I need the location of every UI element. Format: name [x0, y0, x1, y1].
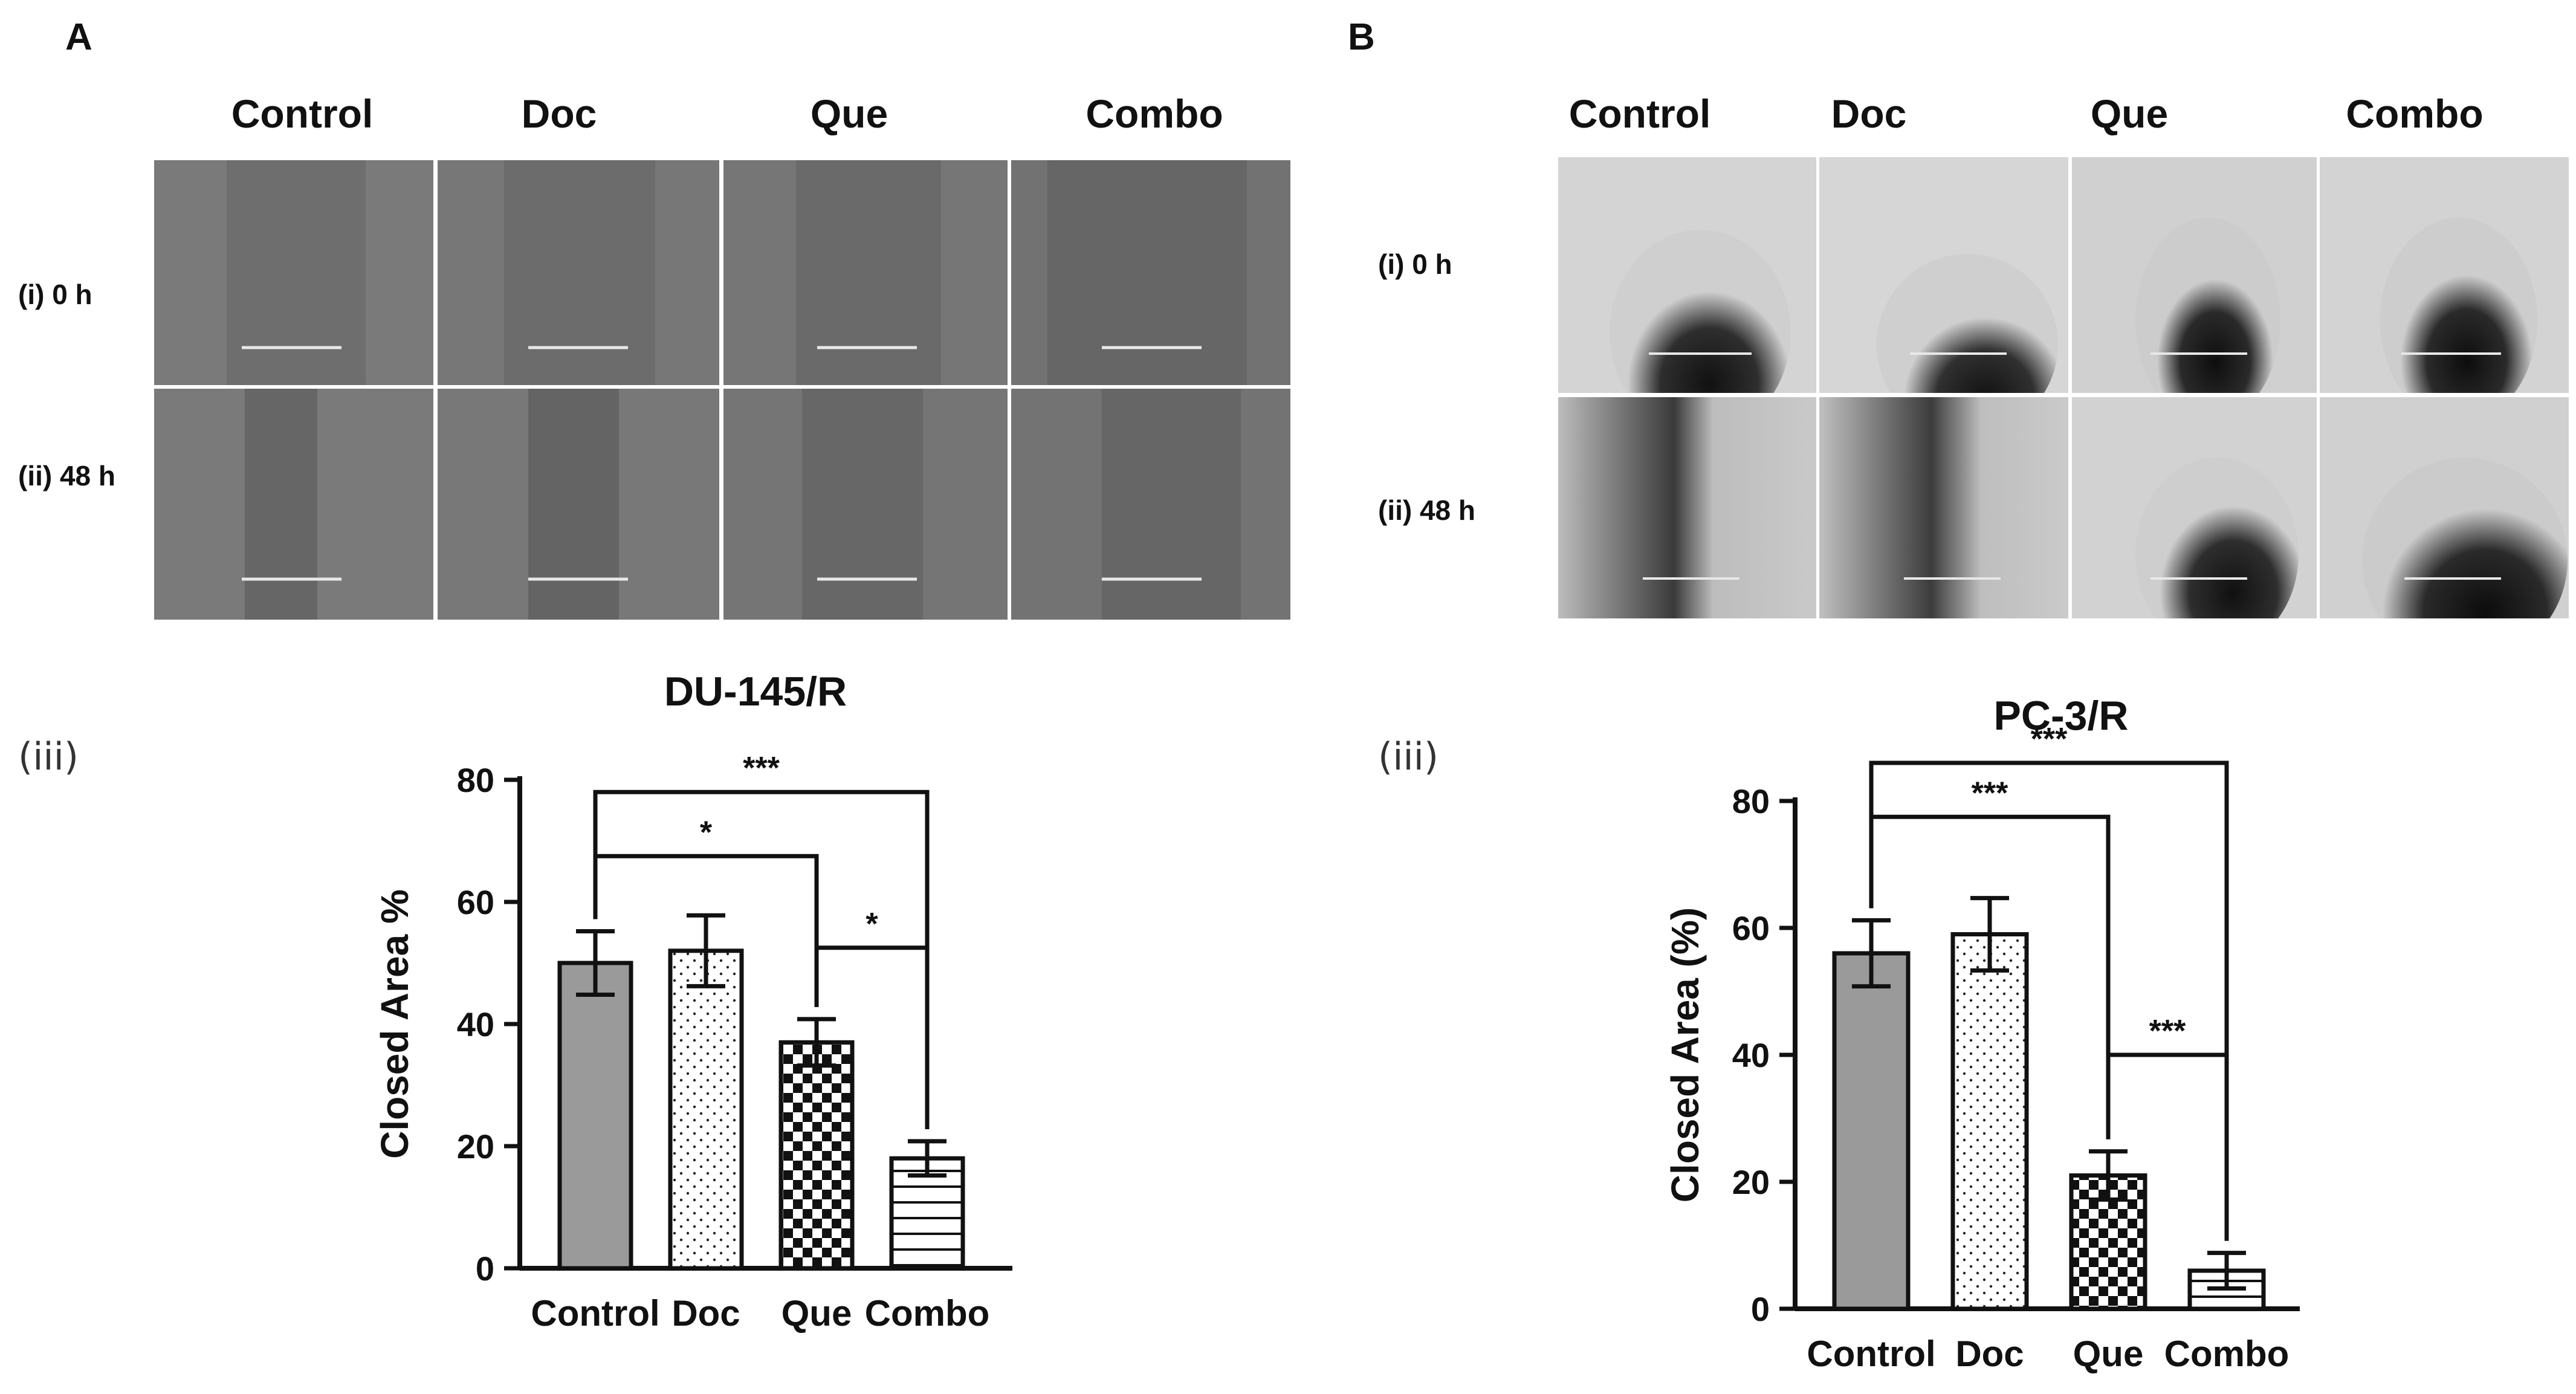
y-axis-label: Closed Area (%)	[1663, 907, 1707, 1202]
micrograph-b-doc-48h	[1819, 397, 2068, 618]
bar-doc	[1950, 932, 2029, 1311]
significance-bracket	[814, 945, 930, 1129]
category-label: Control	[1807, 1334, 1935, 1374]
micrograph-a-doc-0h	[438, 160, 719, 385]
error-bar-que	[2089, 1149, 2128, 1202]
micrograph-a-control-0h	[154, 160, 433, 385]
micrograph-a-que-48h	[723, 389, 1008, 620]
column-header-doc: Doc	[521, 91, 597, 136]
error-bar-doc	[687, 913, 725, 988]
category-label: Control	[531, 1293, 659, 1334]
y-tick-label: 20	[1732, 1163, 1770, 1201]
significance-bracket	[1869, 814, 2111, 1140]
row-label-0h-b: (i) 0 h	[1378, 248, 1452, 280]
error-bar-combo	[2207, 1251, 2246, 1291]
bar-doc	[668, 948, 744, 1271]
bar-que	[778, 1040, 855, 1271]
bar-control	[557, 961, 633, 1271]
y-axis-label: Closed Area %	[373, 889, 416, 1159]
significance-label: ***	[743, 751, 780, 786]
row-label-0h: (i) 0 h	[18, 279, 92, 310]
category-label: Que	[2073, 1334, 2144, 1374]
error-bar-combo	[908, 1139, 947, 1178]
sub-label-b-iii: (iii)	[1378, 734, 1439, 779]
significance-bracket	[1869, 760, 2229, 1241]
significance-label: *	[866, 907, 878, 942]
significance-label: ***	[2149, 1014, 2186, 1049]
panel-letter-b: B	[1348, 16, 1375, 58]
category-label: Que	[782, 1293, 852, 1334]
significance-label: ***	[1972, 776, 2008, 811]
significance-label: ***	[2031, 722, 2068, 757]
micrograph-b-control-48h	[1558, 397, 1816, 618]
micrograph-a-doc-48h	[438, 389, 719, 620]
y-tick-label: 60	[1732, 909, 1770, 947]
error-bar-control	[1852, 918, 1891, 989]
sub-label-a-iii: (iii)	[18, 734, 79, 779]
error-bar-control	[576, 929, 615, 997]
y-tick-label: 80	[457, 761, 494, 799]
micrograph-b-combo-48h	[2320, 397, 2569, 618]
chart-title-b: PC-3/R	[1993, 693, 2129, 739]
column-header-combo: Combo	[1086, 91, 1223, 136]
bar-control	[1832, 951, 1911, 1311]
micrograph-b-que-0h	[2072, 157, 2317, 393]
column-header-que: Que	[810, 91, 888, 136]
category-label: Combo	[865, 1293, 990, 1334]
y-tick-label: 40	[457, 1005, 494, 1043]
significance-label: *	[700, 815, 713, 850]
y-tick-label: 0	[1751, 1290, 1770, 1328]
micrograph-a-combo-0h	[1011, 160, 1290, 385]
error-bar-que	[797, 1017, 836, 1068]
y-tick-label: 20	[457, 1127, 494, 1165]
error-bar-doc	[1970, 896, 2009, 973]
panel-letter-a: A	[65, 16, 92, 58]
y-tick-label: 0	[476, 1250, 494, 1288]
significance-bracket	[2106, 1052, 2229, 1241]
micrograph-b-doc-0h	[1819, 157, 2068, 393]
category-label: Combo	[2164, 1334, 2290, 1374]
category-label: Doc	[1955, 1334, 2024, 1374]
column-header-control-b: Control	[1568, 91, 1711, 136]
chart-title-a: DU-145/R	[664, 669, 847, 715]
micrograph-a-combo-48h	[1011, 389, 1290, 620]
significance-bracket	[593, 854, 819, 1007]
micrograph-b-que-48h	[2072, 397, 2317, 618]
micrograph-b-combo-0h	[2320, 157, 2569, 393]
column-header-combo-b: Combo	[2346, 91, 2484, 136]
micrograph-a-que-0h	[723, 160, 1008, 385]
micrograph-b-control-0h	[1558, 157, 1816, 393]
row-label-48h: (ii) 48 h	[18, 460, 116, 491]
category-label: Doc	[672, 1293, 740, 1334]
column-header-doc-b: Doc	[1831, 91, 1907, 136]
column-header-control: Control	[231, 91, 374, 136]
column-header-que-b: Que	[2090, 91, 2169, 136]
y-tick-label: 40	[1732, 1036, 1770, 1074]
micrograph-a-control-48h	[154, 389, 433, 620]
row-label-48h-b: (ii) 48 h	[1378, 494, 1476, 526]
y-tick-label: 60	[457, 883, 494, 921]
y-tick-label: 80	[1732, 782, 1770, 820]
